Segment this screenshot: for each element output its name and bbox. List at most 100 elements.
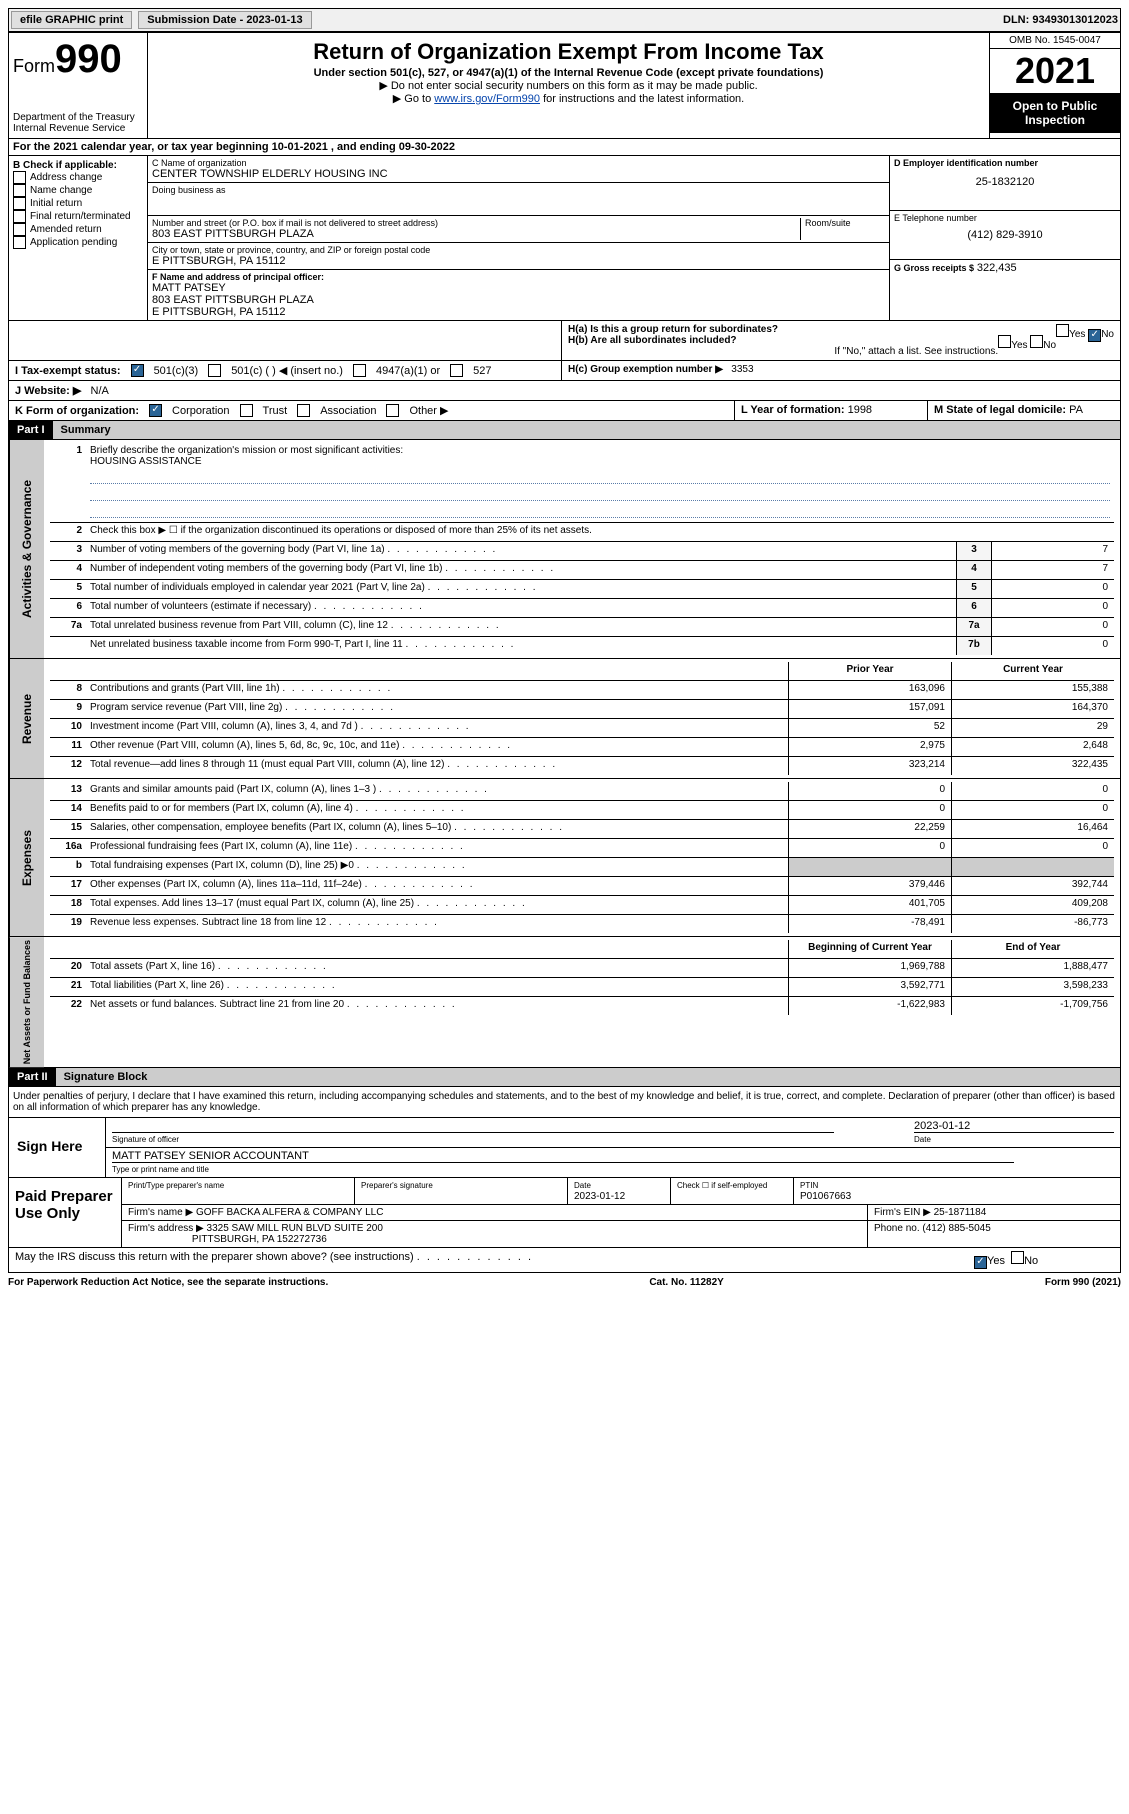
table-row: 17Other expenses (Part IX, column (A), l… xyxy=(50,877,1114,896)
cb-discuss-yes[interactable]: ✓ xyxy=(974,1256,987,1269)
footer-mid: Cat. No. 11282Y xyxy=(649,1277,723,1288)
cb-name-change[interactable] xyxy=(13,184,26,197)
revenue-section: Revenue Prior Year Current Year 8Contrib… xyxy=(8,659,1121,779)
group-exemption: 3353 xyxy=(731,364,753,375)
cb-amended[interactable] xyxy=(13,223,26,236)
cb-ha-yes[interactable] xyxy=(1056,324,1069,337)
part1-hdr: Part I xyxy=(9,421,53,439)
cb-final-return[interactable] xyxy=(13,210,26,223)
officer-name: MATT PATSEY xyxy=(152,282,885,294)
omb-number: OMB No. 1545-0047 xyxy=(990,33,1120,49)
mission: HOUSING ASSISTANCE xyxy=(90,456,202,467)
footer: For Paperwork Reduction Act Notice, see … xyxy=(8,1273,1121,1292)
col-c-org-info: C Name of organization CENTER TOWNSHIP E… xyxy=(148,156,889,320)
sig-date: 2023-01-12 xyxy=(914,1120,970,1132)
cb-discuss-no[interactable] xyxy=(1011,1251,1024,1264)
open-to-public: Open to Public Inspection xyxy=(990,93,1120,133)
table-row: 21Total liabilities (Part X, line 26) 3,… xyxy=(50,978,1114,997)
gross-receipts: 322,435 xyxy=(977,262,1017,274)
cb-ha-no[interactable]: ✓ xyxy=(1088,329,1101,342)
paid-preparer-block: Paid Preparer Use Only Print/Type prepar… xyxy=(8,1178,1121,1248)
street-address: 803 EAST PITTSBURGH PLAZA xyxy=(152,228,800,240)
officer-printed-name: MATT PATSEY SENIOR ACCOUNTANT xyxy=(112,1150,309,1162)
expenses-section: Expenses 13Grants and similar amounts pa… xyxy=(8,779,1121,937)
efile-btn[interactable]: efile GRAPHIC print xyxy=(11,11,132,29)
table-row: 19Revenue less expenses. Subtract line 1… xyxy=(50,915,1114,933)
col-b-checkboxes: B Check if applicable: Address change Na… xyxy=(9,156,148,320)
cb-hb-yes[interactable] xyxy=(998,335,1011,348)
table-row: 7aTotal unrelated business revenue from … xyxy=(50,618,1114,637)
table-row: 14Benefits paid to or for members (Part … xyxy=(50,801,1114,820)
table-row: 3Number of voting members of the governi… xyxy=(50,542,1114,561)
cb-assoc[interactable] xyxy=(297,404,310,417)
cb-501c3[interactable]: ✓ xyxy=(131,364,144,377)
year-formation: 1998 xyxy=(848,404,872,416)
table-row: 5Total number of individuals employed in… xyxy=(50,580,1114,599)
dln: DLN: 93493013012023 xyxy=(1003,14,1118,26)
cb-4947[interactable] xyxy=(353,364,366,377)
submission-date: Submission Date - 2023-01-13 xyxy=(138,11,311,29)
col-prior-year: Prior Year xyxy=(788,662,951,680)
cb-corp[interactable]: ✓ xyxy=(149,404,162,417)
table-row: 10Investment income (Part VIII, column (… xyxy=(50,719,1114,738)
officer-addr1: 803 EAST PITTSBURGH PLAZA xyxy=(152,294,885,306)
state-domicile: PA xyxy=(1069,404,1083,416)
row-k: K Form of organization: ✓Corporation Tru… xyxy=(8,401,1121,421)
vlabel-na: Net Assets or Fund Balances xyxy=(9,937,44,1067)
note-goto: ▶ Go to www.irs.gov/Form990 for instruct… xyxy=(152,92,985,105)
form-header: Form990 Department of the Treasury Inter… xyxy=(8,32,1121,139)
city-state-zip: E PITTSBURGH, PA 15112 xyxy=(152,255,885,267)
org-name: CENTER TOWNSHIP ELDERLY HOUSING INC xyxy=(152,168,885,180)
ptin: P01067663 xyxy=(800,1191,851,1202)
table-row: Net unrelated business taxable income fr… xyxy=(50,637,1114,655)
footer-left: For Paperwork Reduction Act Notice, see … xyxy=(8,1277,328,1288)
table-row: 4Number of independent voting members of… xyxy=(50,561,1114,580)
telephone: (412) 829-3910 xyxy=(894,229,1116,241)
table-row: 16aProfessional fundraising fees (Part I… xyxy=(50,839,1114,858)
sign-here-block: Sign Here Signature of officer 2023-01-1… xyxy=(8,1118,1121,1178)
cb-other[interactable] xyxy=(386,404,399,417)
table-row: 6Total number of volunteers (estimate if… xyxy=(50,599,1114,618)
firm-phone: (412) 885-5045 xyxy=(922,1223,990,1234)
table-row: 20Total assets (Part X, line 16) 1,969,7… xyxy=(50,959,1114,978)
vlabel-gov: Activities & Governance xyxy=(9,440,44,658)
row-i: I Tax-exempt status: ✓501(c)(3) 501(c) (… xyxy=(8,361,1121,381)
table-row: 13Grants and similar amounts paid (Part … xyxy=(50,782,1114,801)
table-row: 18Total expenses. Add lines 13–17 (must … xyxy=(50,896,1114,915)
part1-title: Summary xyxy=(53,421,1120,439)
footer-right: Form 990 (2021) xyxy=(1045,1277,1121,1288)
cb-initial-return[interactable] xyxy=(13,197,26,210)
table-row: 9Program service revenue (Part VIII, lin… xyxy=(50,700,1114,719)
col-current-year: Current Year xyxy=(951,662,1114,680)
officer-addr2: E PITTSBURGH, PA 15112 xyxy=(152,306,885,318)
cb-527[interactable] xyxy=(450,364,463,377)
cb-trust[interactable] xyxy=(240,404,253,417)
prep-date: 2023-01-12 xyxy=(574,1191,625,1202)
part2-hdr: Part II xyxy=(9,1068,56,1086)
col-boy: Beginning of Current Year xyxy=(788,940,951,958)
website: N/A xyxy=(91,385,109,397)
block-bcd: B Check if applicable: Address change Na… xyxy=(8,156,1121,321)
cb-app-pending[interactable] xyxy=(13,236,26,249)
top-bar: efile GRAPHIC print Submission Date - 20… xyxy=(8,8,1121,32)
paid-preparer-label: Paid Preparer Use Only xyxy=(9,1178,122,1247)
firm-ein: 25-1871184 xyxy=(934,1207,987,1218)
row-j: J Website: ▶ N/A xyxy=(8,381,1121,401)
cb-address-change[interactable] xyxy=(13,171,26,184)
netassets-section: Net Assets or Fund Balances Beginning of… xyxy=(8,937,1121,1068)
table-row: 15Salaries, other compensation, employee… xyxy=(50,820,1114,839)
form-number: Form990 xyxy=(13,37,143,82)
table-row: 11Other revenue (Part VIII, column (A), … xyxy=(50,738,1114,757)
table-row: 12Total revenue—add lines 8 through 11 (… xyxy=(50,757,1114,775)
irs-link[interactable]: www.irs.gov/Form990 xyxy=(434,93,540,105)
col-d-ein: D Employer identification number 25-1832… xyxy=(889,156,1120,320)
form-title: Return of Organization Exempt From Incom… xyxy=(152,39,985,65)
part1-body: Activities & Governance 1 Briefly descri… xyxy=(8,440,1121,659)
cb-hb-no[interactable] xyxy=(1030,335,1043,348)
tax-year: 2021 xyxy=(990,49,1120,93)
cb-501c[interactable] xyxy=(208,364,221,377)
firm-name: GOFF BACKA ALFERA & COMPANY LLC xyxy=(196,1207,383,1218)
sign-here-label: Sign Here xyxy=(9,1118,106,1177)
row-h: H(a) Is this a group return for subordin… xyxy=(8,321,1121,361)
form-subtitle: Under section 501(c), 527, or 4947(a)(1)… xyxy=(152,67,985,79)
